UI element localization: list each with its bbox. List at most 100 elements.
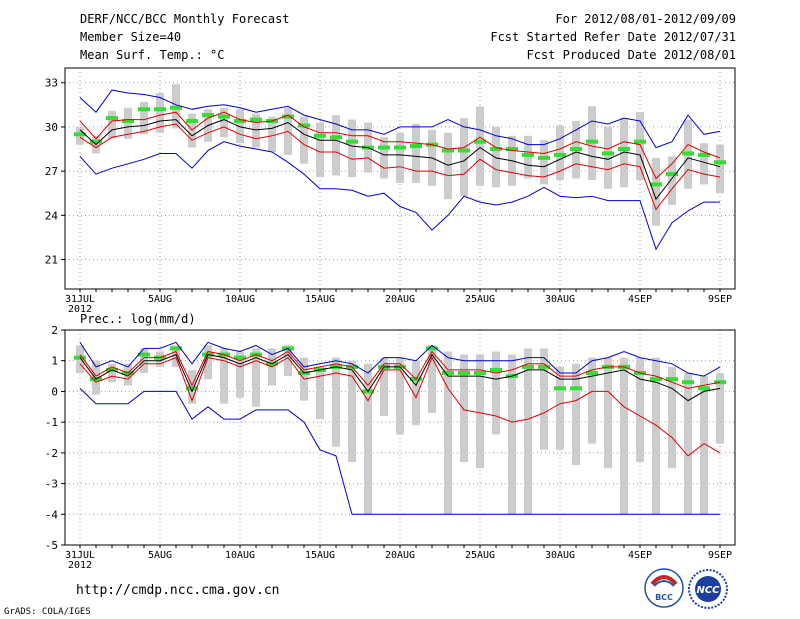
precipitation-xtick-label: 25AUG [465, 550, 495, 561]
temperature-median-mark [410, 144, 422, 149]
precipitation-spread-box [220, 348, 228, 404]
temperature-spread-box [412, 123, 420, 183]
precipitation-spread-box [492, 351, 500, 435]
temperature-ytick-label: 21 [45, 254, 58, 267]
precipitation-median-mark [490, 367, 502, 372]
precipitation-spread-box [316, 366, 324, 420]
precipitation-ytick-label: -4 [45, 508, 59, 521]
temperature-spread-box [236, 109, 244, 144]
temperature-median-mark [394, 145, 406, 150]
temperature-xtick-label: 25AUG [465, 294, 495, 305]
precipitation-median-mark [570, 386, 582, 391]
temperature-spread-box [636, 112, 644, 180]
precipitation-spread-box [396, 357, 404, 435]
precipitation-median-mark [554, 386, 566, 391]
precipitation-spread-box [108, 363, 116, 383]
precipitation-xtick-year: 2012 [68, 560, 92, 571]
precipitation-plot-frame [64, 329, 736, 546]
precipitation-xtick-label: 5AUG [148, 550, 172, 561]
precipitation-spread-box [652, 357, 660, 515]
temperature-xtick-label: 4SEP [628, 294, 652, 305]
member-size: Member Size=40 [80, 30, 182, 44]
temperature-median-mark [74, 132, 86, 137]
svg-text:BCC: BCC [655, 593, 673, 602]
temperature-median-mark [698, 152, 710, 157]
temperature-upper-line [79, 111, 721, 180]
temperature-median-mark [346, 139, 358, 144]
precipitation-ytick-label: -5 [45, 539, 58, 552]
precipitation-ytick-label: 2 [51, 324, 58, 337]
precipitation-spread-box [460, 354, 468, 463]
temperature-spread-box [524, 135, 532, 179]
temperature-xtick-year: 2012 [68, 304, 92, 315]
precipitation-spread-box [412, 360, 420, 426]
precipitation-spread-box [604, 357, 612, 469]
temperature-median-mark [330, 135, 342, 140]
temperature-median-mark [202, 113, 214, 118]
temperature-median-mark [170, 105, 182, 110]
temperature-median-mark [474, 139, 486, 144]
precipitation-median-mark [650, 377, 662, 382]
temperature-median-mark [186, 119, 198, 124]
precipitation-median-mark [186, 386, 198, 391]
temperature-min-line [79, 141, 720, 251]
precipitation-spread-box [636, 357, 644, 463]
forecast-produced-date: Fcst Produced Date 2012/08/01 [526, 48, 736, 62]
temperature-median-mark [714, 160, 726, 165]
temperature-median-mark [234, 119, 246, 124]
temperature-median-mark [154, 107, 166, 112]
bcc-logo: BCC [644, 568, 684, 608]
precipitation-spread-box [716, 373, 724, 444]
precipitation-xtick-label: 31JUL [65, 550, 95, 561]
temperature-spread-box [444, 132, 452, 200]
precipitation-ytick-label: 1 [51, 355, 58, 368]
precipitation-spread-box [668, 366, 676, 469]
temperature-median-mark [90, 139, 102, 144]
temperature-spread-box [620, 118, 628, 188]
temperature-spread-box [396, 132, 404, 183]
precipitation-median-mark [234, 355, 246, 360]
temperature-spread-box [140, 101, 148, 135]
temperature-spread-box [108, 110, 116, 139]
temperature-median-mark [586, 139, 598, 144]
precipitation-min-line [79, 388, 720, 515]
temperature-mean-line [79, 119, 721, 201]
temperature-median-mark [538, 155, 550, 160]
precipitation-spread-box [620, 357, 628, 515]
precipitation-median-mark [442, 371, 454, 375]
temperature-plot-frame [64, 67, 736, 290]
temperature-spread-box [348, 119, 356, 178]
precipitation-upper-line [79, 350, 721, 389]
temperature-spread-box [252, 113, 260, 148]
precipitation-xtick-label: 9SEP [708, 550, 732, 561]
temperature-median-mark [138, 107, 150, 112]
precipitation-max-line [79, 341, 721, 377]
precipitation-xtick-label: 15AUG [305, 550, 335, 561]
temperature-median-mark [634, 139, 646, 144]
ncc-logo: NCC [686, 568, 730, 610]
precipitation-ytick-label: -1 [45, 416, 58, 429]
precipitation-median-mark [426, 346, 438, 351]
precipitation-xtick-label: 4SEP [628, 550, 652, 561]
temperature-median-mark [570, 147, 582, 152]
temperature-spread-box [476, 106, 484, 186]
forecast-start-date: Fcst Started Refer Date 2012/07/31 [490, 30, 736, 44]
footer-url[interactable]: http://cmdp.ncc.cma.gov.cn [76, 583, 280, 598]
temperature-median-mark [522, 152, 534, 157]
temperature-spread-box [604, 126, 612, 189]
precipitation-spread-box [284, 345, 292, 377]
precipitation-spread-box [204, 345, 212, 380]
precipitation-median-mark [170, 346, 182, 351]
temperature-max-line [79, 89, 721, 149]
temperature-spread-box [668, 156, 676, 206]
temperature-lower-line [79, 123, 721, 211]
precipitation-spread-box [572, 363, 580, 466]
temperature-xtick-label: 20AUG [385, 294, 415, 305]
temperature-spread-box [316, 122, 324, 178]
precipitation-spread-box [556, 366, 564, 450]
temperature-median-mark [122, 119, 134, 124]
forecast-period: For 2012/08/01-2012/09/09 [555, 12, 736, 26]
precipitation-median-mark [586, 371, 598, 375]
precipitation-spread-box [444, 351, 452, 515]
